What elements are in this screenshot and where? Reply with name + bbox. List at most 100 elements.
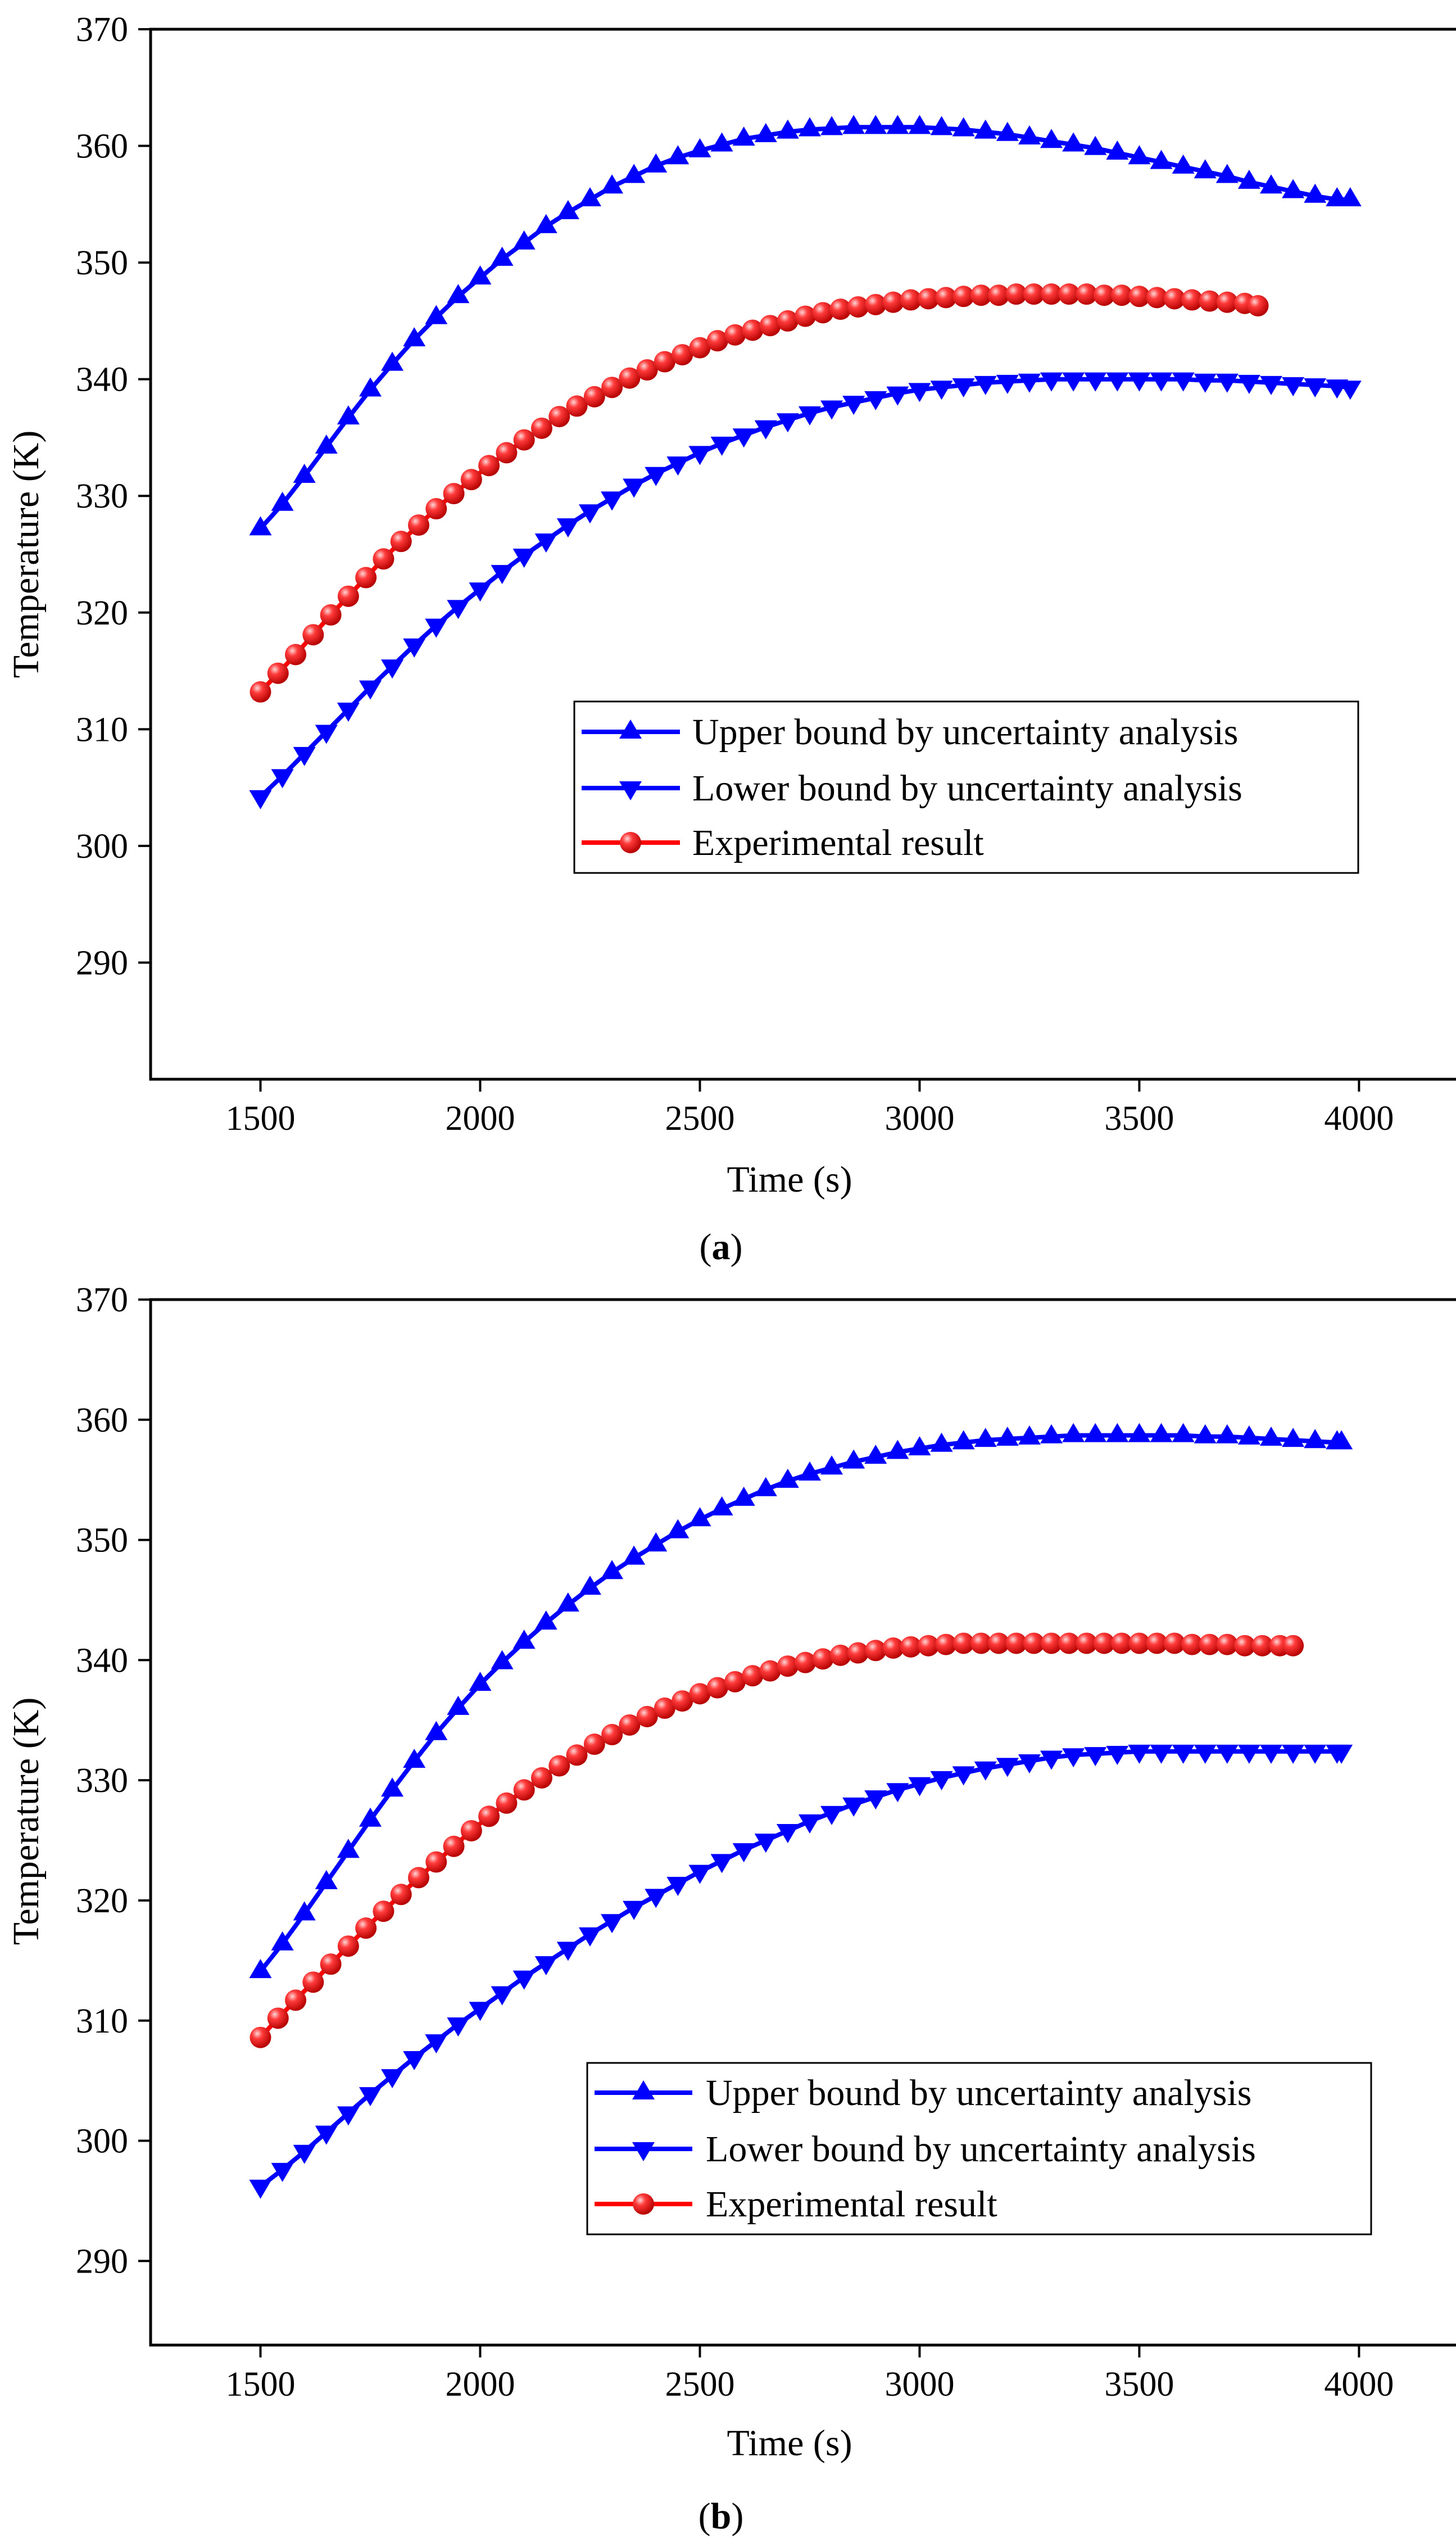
experimental-point [795, 1651, 817, 1673]
upper-bound-point [710, 1496, 733, 1515]
lower-bound-point [512, 549, 536, 568]
x-tick-label: 3000 [885, 1099, 954, 1138]
experimental-point [882, 1637, 904, 1659]
upper-bound-point [425, 1721, 448, 1740]
lower-bound-point [381, 2069, 404, 2089]
experimental-point [636, 1705, 658, 1727]
experimental-point [373, 1900, 394, 1922]
lower-bound-point [864, 391, 887, 410]
upper-bound-point [425, 305, 448, 324]
experimental-point [672, 1690, 693, 1712]
y-tick-label: 320 [76, 594, 128, 632]
experimental-point [320, 604, 342, 626]
legend: Upper bound by uncertainty analysis Lowe… [586, 2062, 1372, 2235]
experimental-point [935, 287, 957, 309]
lower-bound-point [359, 680, 382, 700]
experimental-point [777, 1655, 799, 1677]
caption-b-open: ( [698, 2496, 711, 2537]
legend-marker-triangle-down [632, 2142, 655, 2161]
experimental-point [601, 377, 623, 399]
y-tick-label: 370 [76, 11, 128, 49]
upper-bound-point [710, 132, 733, 152]
experimental-point [759, 315, 781, 337]
upper-bound-point [732, 1486, 755, 1506]
upper-bound-point [1040, 1424, 1063, 1443]
lower-bound-point [1172, 372, 1195, 392]
legend-entry-lower: Lower bound by uncertainty analysis [595, 2129, 1256, 2170]
lower-bound-point [491, 1986, 514, 2006]
lower-bound-point [1282, 1744, 1305, 1764]
x-axis-title: Time (s) [727, 1159, 852, 1200]
lower-bound-point [776, 413, 799, 433]
lower-bound-point [556, 518, 579, 538]
lower-bound-point [930, 1771, 953, 1790]
experimental-point [672, 344, 693, 366]
upper-bound-point [359, 377, 382, 397]
x-axis-title: Time (s) [727, 2423, 852, 2464]
upper-bound-point [556, 200, 579, 219]
lower-bound-point [293, 746, 316, 766]
lower-bound-point [1040, 372, 1063, 392]
upper-bound-point [512, 230, 536, 250]
lower-bound-point [315, 2125, 338, 2145]
lower-bound-point [1150, 372, 1173, 392]
legend-marker-triangle-down [619, 781, 642, 800]
experimental-point [1005, 1632, 1027, 1654]
upper-bound-point [556, 1592, 579, 1612]
experimental-point [619, 367, 641, 389]
lower-bound-point [578, 504, 601, 524]
experimental-point [478, 1805, 500, 1827]
upper-bound-point [930, 116, 953, 135]
experimental-point [636, 359, 658, 381]
lower-bound-point [249, 790, 272, 809]
upper-bound-point [1215, 164, 1239, 183]
experimental-point [250, 681, 271, 703]
lower-bound-point [1018, 373, 1041, 393]
experimental-point [829, 298, 851, 320]
lower-bound-point [447, 600, 470, 619]
experimental-point [1128, 286, 1150, 307]
lower-bound-point [710, 436, 733, 456]
upper-bound-point [776, 119, 799, 139]
y-tick-label: 340 [76, 1641, 128, 1680]
y-tick-label: 300 [76, 827, 128, 866]
experimental-point [496, 442, 518, 464]
x-tick-label: 2000 [445, 2365, 515, 2404]
lower-bound-point [820, 400, 843, 420]
lower-bound-point [601, 491, 624, 511]
caption-b-letter: b [711, 2496, 732, 2537]
experimental-point [724, 1671, 746, 1692]
legend-entry-upper: Upper bound by uncertainty analysis [582, 712, 1238, 753]
y-tick-label: 350 [76, 244, 128, 282]
upper-bound-point [996, 1427, 1019, 1446]
lower-bound-point [469, 2002, 492, 2021]
x-tick-label: 2500 [665, 1099, 734, 1138]
lower-bound-point [974, 375, 997, 395]
upper-bound-point [337, 405, 360, 425]
experimental-point [390, 531, 412, 553]
experimental-point [689, 1683, 711, 1705]
lower-bound-point [1237, 374, 1260, 394]
upper-bound-point [534, 214, 557, 233]
lower-bound-point [1128, 1744, 1151, 1764]
lower-bound-point [754, 420, 777, 440]
lower-bound-point [534, 533, 557, 553]
lower-bound-point [623, 1900, 646, 1920]
upper-bound-series-line [258, 125, 1350, 530]
experimental-point [654, 351, 675, 373]
legend-box [586, 2062, 1372, 2235]
experimental-point [601, 1723, 623, 1745]
y-tick-label: 290 [76, 2242, 128, 2280]
lower-bound-point [1040, 1750, 1063, 1770]
upper-bound-point [1260, 1427, 1283, 1446]
experimental-point [1005, 283, 1027, 305]
experimental-point [425, 1851, 447, 1873]
lower-bound-point [1172, 1744, 1195, 1764]
y-tick-label: 360 [76, 128, 128, 166]
upper-bound-point [952, 117, 975, 137]
lower-bound-point [974, 1761, 997, 1781]
experimental-point [460, 1820, 482, 1841]
experimental-point [390, 1884, 412, 1906]
experimental-series-line [258, 1641, 1294, 2039]
lower-bound-point [798, 1814, 821, 1834]
